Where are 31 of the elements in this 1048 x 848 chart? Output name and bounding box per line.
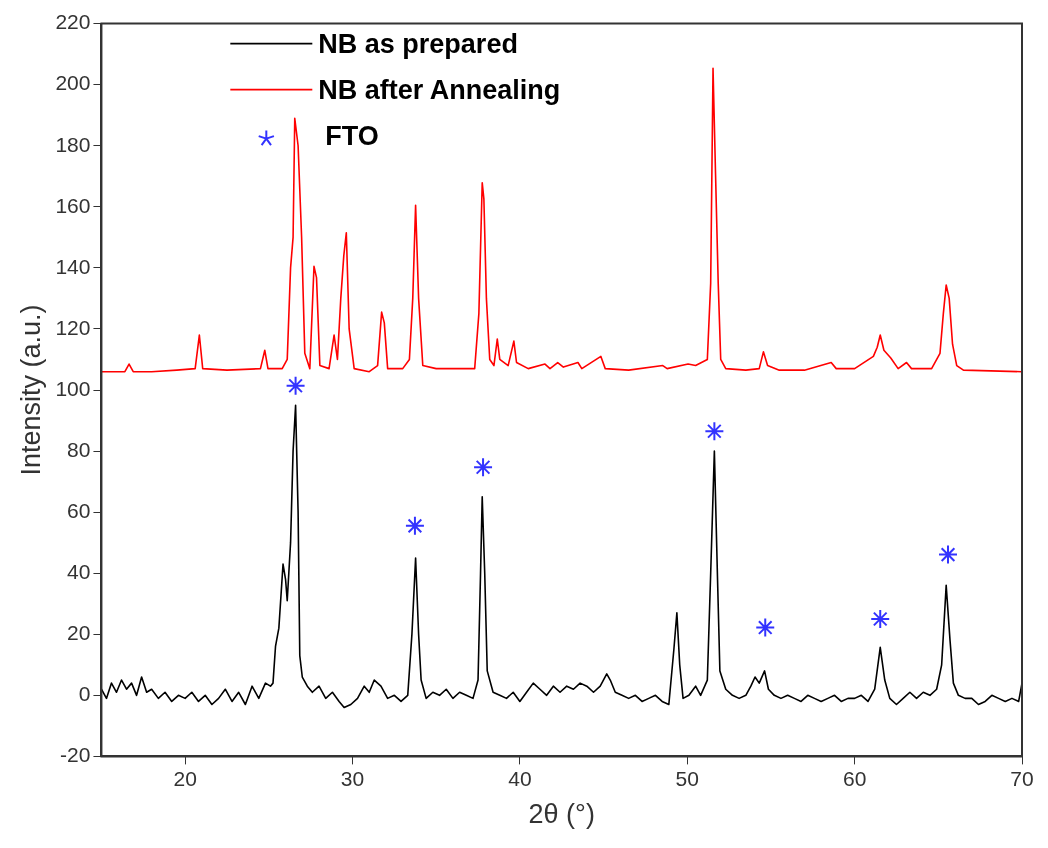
y-tick-label: 160 (55, 193, 91, 217)
y-tick-label: 140 (55, 254, 91, 278)
y-tick-label: 220 (55, 10, 91, 34)
y-tick-label: -20 (60, 743, 91, 767)
x-axis-title: 2θ (°) (528, 799, 595, 830)
point (704, 421, 725, 442)
y-tick-label: 40 (67, 560, 91, 583)
x-tick-label: 40 (508, 766, 532, 790)
legend-label: FTO (325, 121, 379, 152)
y-tick-label: 100 (55, 376, 91, 400)
point (938, 544, 959, 565)
y-tick-label: 0 (78, 682, 91, 706)
y-tick-label: 80 (67, 437, 91, 461)
y-tick-label: 180 (55, 132, 91, 156)
point (755, 617, 776, 638)
point (404, 515, 425, 536)
x-tick-label: 50 (675, 766, 699, 790)
y-tick-label: 120 (55, 315, 91, 339)
point (870, 609, 891, 629)
x-tick-label: 20 (173, 766, 197, 790)
x-tick-label: 70 (1010, 766, 1034, 790)
y-tick-label: 20 (67, 621, 91, 645)
y-tick-label: 60 (67, 498, 91, 522)
x-tick-label: 30 (340, 766, 365, 790)
point (473, 457, 494, 478)
point (285, 375, 306, 396)
legend-label: NB after Annealing (318, 75, 561, 106)
x-tick-label: 60 (842, 766, 867, 790)
y-axis-title: Intensity (a.u.) (15, 304, 46, 476)
y-tick-label: 200 (55, 71, 91, 95)
legend-label: NB as prepared (318, 29, 518, 60)
